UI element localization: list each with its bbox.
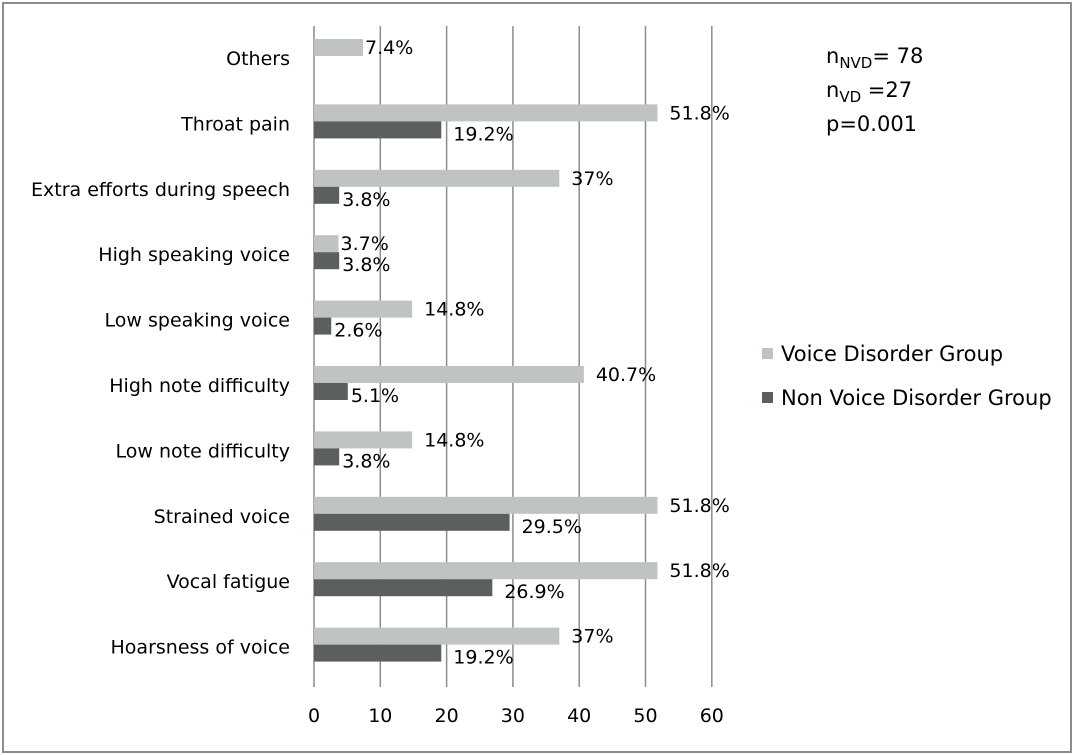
bar-non-voice-disorder-6 [314,448,340,466]
category-label-6: Low note difficulty [116,440,290,462]
bar-voice-disorder-3 [314,235,339,253]
data-label-voice-disorder-9: 37% [571,626,613,648]
category-labels: Others Throat pain Extra efforts during sp… [31,48,290,659]
data-label-voice-disorder-7: 51.8% [669,495,729,517]
data-label-voice-disorder-4: 14.8% [424,299,484,321]
category-label-7: Strained voice [154,506,290,528]
data-label-non-voice-disorder-4: 2.6% [334,320,382,342]
data-label-non-voice-disorder-9: 19.2% [453,647,513,669]
bar-non-voice-disorder-4 [314,317,332,335]
data-label-non-voice-disorder-3: 3.8% [342,254,390,276]
bar-voice-disorder-7 [314,496,658,514]
legend-swatch-voice-disorder [762,348,773,359]
data-label-voice-disorder-3: 3.7% [341,233,389,255]
category-label-3: High speaking voice [98,244,290,266]
bar-non-voice-disorder-1 [314,121,442,139]
x-tick-30: 30 [501,705,525,727]
bar-non-voice-disorder-9 [314,644,442,662]
n-vd-text: nVD =27 [826,78,912,106]
category-label-9: Hoarsness of voice [111,637,290,659]
bar-voice-disorder-8 [314,562,658,580]
x-tick-10: 10 [368,705,392,727]
bar-voice-disorder-5 [314,366,584,383]
p-value-text: p=0.001 [826,112,917,136]
n-nvd-text: nNVD= 78 [826,44,923,72]
bar-voice-disorder-0 [314,39,364,56]
data-label-voice-disorder-2: 37% [571,168,613,190]
data-label-non-voice-disorder-2: 3.8% [342,189,390,211]
bar-voice-disorder-9 [314,627,560,645]
legend: Voice Disorder Group Non Voice Disorder … [762,342,1052,410]
bar-non-voice-disorder-3 [314,252,340,270]
data-label-non-voice-disorder-1: 19.2% [453,123,513,145]
data-label-non-voice-disorder-7: 29.5% [522,516,582,538]
category-label-0: Others [226,48,290,70]
data-label-voice-disorder-8: 51.8% [669,560,729,582]
bar-voice-disorder-2 [314,169,560,187]
x-tick-20: 20 [435,705,459,727]
bar-non-voice-disorder-5 [314,383,348,400]
data-label-voice-disorder-6: 14.8% [424,429,484,451]
x-tick-50: 50 [633,705,657,727]
legend-swatch-non-voice-disorder [762,392,773,403]
bar-voice-disorder-4 [314,300,413,318]
x-tick-0: 0 [308,705,320,727]
data-label-voice-disorder-0: 7.4% [365,37,413,59]
x-axis-ticks: 0 10 20 30 40 50 60 [308,705,724,727]
data-label-voice-disorder-1: 51.8% [669,102,729,124]
bars [314,39,658,662]
x-tick-40: 40 [567,705,591,727]
legend-label-voice-disorder: Voice Disorder Group [781,342,1003,366]
bar-non-voice-disorder-7 [314,513,510,531]
data-label-non-voice-disorder-6: 3.8% [342,450,390,472]
data-label-non-voice-disorder-5: 5.1% [351,385,399,407]
category-label-8: Vocal fatigue [167,571,290,593]
bar-voice-disorder-1 [314,104,658,122]
data-label-non-voice-disorder-8: 26.9% [504,581,564,603]
category-label-1: Throat pain [180,113,290,135]
bar-non-voice-disorder-2 [314,186,340,204]
category-label-4: Low speaking voice [105,310,290,332]
data-label-voice-disorder-5: 40.7% [596,364,656,386]
category-label-5: High note difficulty [109,375,290,397]
bar-non-voice-disorder-8 [314,579,493,597]
x-tick-60: 60 [700,705,724,727]
data-labels: 7.4%51.8%19.2%37%3.8%3.7%3.8%14.8%2.6%40… [334,37,730,669]
sample-size-annotation: nNVD= 78 nVD =27 p=0.001 [826,44,923,136]
legend-label-non-voice-disorder: Non Voice Disorder Group [781,386,1052,410]
category-label-2: Extra efforts during speech [31,179,290,201]
bar-voice-disorder-6 [314,431,413,449]
